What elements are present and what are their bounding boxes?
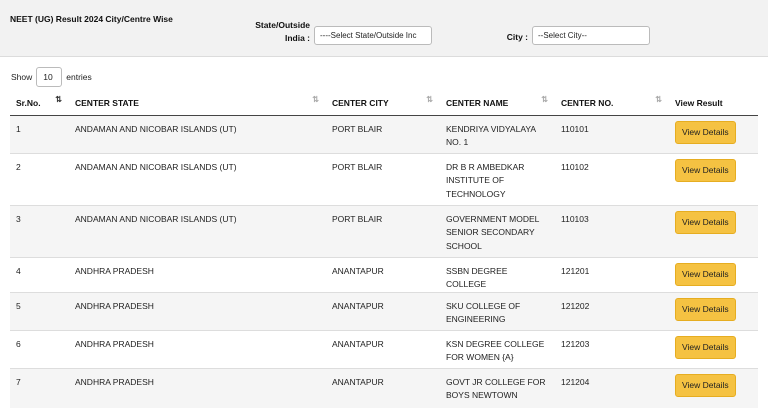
cell-center-name: DR B R AMBEDKAR INSTITUTE OF TECHNOLOGY [440, 152, 555, 205]
cell-sr-no: 7 [10, 367, 69, 408]
cell-view-result: View Details [669, 329, 758, 368]
view-details-button[interactable]: View Details [675, 158, 736, 182]
view-details-button[interactable]: View Details [675, 373, 736, 397]
cell-center-no: 110102 [555, 152, 669, 205]
cell-center-name: GOVT JR COLLEGE FOR BOYS NEWTOWN [440, 367, 555, 408]
entries-select[interactable]: 10 [36, 67, 63, 87]
cell-center-name: GOVERNMENT MODEL SENIOR SECONDARY SCHOOL [440, 204, 555, 257]
sort-icon: ⇅ [655, 95, 662, 104]
table-row: 6 ANDHRA PRADESH ANANTAPUR KSN DEGREE CO… [10, 329, 758, 368]
cell-center-city: ANANTAPUR [326, 367, 440, 408]
cell-view-result: View Details [669, 256, 758, 292]
table-row: 4 ANDHRA PRADESH ANANTAPUR SSBN DEGREE C… [10, 256, 758, 292]
cell-center-city: PORT BLAIR [326, 152, 440, 205]
cell-center-state: ANDAMAN AND NICOBAR ISLANDS (UT) [69, 114, 326, 153]
state-select[interactable]: ----Select State/Outside Inc [314, 26, 432, 45]
cell-center-no: 121202 [555, 291, 669, 330]
view-details-button[interactable]: View Details [675, 210, 736, 234]
cell-sr-no: 5 [10, 291, 69, 330]
view-details-button[interactable]: View Details [675, 262, 736, 286]
table-row: 5 ANDHRA PRADESH ANANTAPUR SKU COLLEGE O… [10, 291, 758, 330]
col-header-sr-no[interactable]: Sr.No. ⇅ [10, 91, 69, 116]
col-header-center-no[interactable]: CENTER NO. ⇅ [555, 91, 669, 116]
sort-icon: ⇅ [55, 95, 62, 104]
show-label: Show [11, 72, 33, 82]
view-details-button[interactable]: View Details [675, 297, 736, 321]
cell-sr-no: 3 [10, 204, 69, 257]
cell-center-state: ANDHRA PRADESH [69, 256, 326, 292]
cell-sr-no: 2 [10, 152, 69, 205]
cell-center-no: 110103 [555, 204, 669, 257]
cell-sr-no: 4 [10, 256, 69, 292]
table-row: 2 ANDAMAN AND NICOBAR ISLANDS (UT) PORT … [10, 152, 758, 205]
cell-center-city: PORT BLAIR [326, 204, 440, 257]
cell-center-no: 110101 [555, 114, 669, 153]
cell-center-no: 121201 [555, 256, 669, 292]
cell-view-result: View Details [669, 152, 758, 205]
table-header-row: Sr.No. ⇅ CENTER STATE ⇅ CENTER CITY ⇅ CENTE… [10, 91, 758, 116]
cell-center-city: ANANTAPUR [326, 329, 440, 368]
city-label: City : [506, 32, 528, 42]
col-header-center-state[interactable]: CENTER STATE ⇅ [69, 91, 326, 116]
cell-center-no: 121204 [555, 367, 669, 408]
sort-icon: ⇅ [426, 95, 433, 104]
state-label: State/Outside India : [240, 19, 310, 45]
cell-center-name: KENDRIYA VIDYALAYA NO. 1 [440, 114, 555, 153]
cell-center-state: ANDHRA PRADESH [69, 367, 326, 408]
cell-center-state: ANDHRA PRADESH [69, 291, 326, 330]
results-table: Sr.No. ⇅ CENTER STATE ⇅ CENTER CITY ⇅ CENTE… [10, 91, 758, 408]
cell-center-state: ANDAMAN AND NICOBAR ISLANDS (UT) [69, 152, 326, 205]
cell-center-city: PORT BLAIR [326, 114, 440, 153]
cell-center-no: 121203 [555, 329, 669, 368]
table-row: 7 ANDHRA PRADESH ANANTAPUR GOVT JR COLLE… [10, 367, 758, 408]
city-select[interactable]: --Select City-- [532, 26, 650, 45]
cell-center-name: SSBN DEGREE COLLEGE [440, 256, 555, 292]
cell-center-state: ANDHRA PRADESH [69, 329, 326, 368]
col-header-center-name[interactable]: CENTER NAME ⇅ [440, 91, 555, 116]
cell-view-result: View Details [669, 204, 758, 257]
entries-label: entries [66, 72, 92, 82]
sort-icon: ⇅ [541, 95, 548, 104]
filter-panel: NEET (UG) Result 2024 City/Centre Wise S… [0, 0, 768, 57]
cell-sr-no: 6 [10, 329, 69, 368]
cell-view-result: View Details [669, 291, 758, 330]
cell-sr-no: 1 [10, 114, 69, 153]
cell-view-result: View Details [669, 114, 758, 153]
state-label-line1: State/Outside [255, 20, 310, 30]
table-row: 1 ANDAMAN AND NICOBAR ISLANDS (UT) PORT … [10, 114, 758, 153]
cell-center-name: KSN DEGREE COLLEGE FOR WOMEN {A} [440, 329, 555, 368]
col-header-center-city[interactable]: CENTER CITY ⇅ [326, 91, 440, 116]
cell-center-state: ANDAMAN AND NICOBAR ISLANDS (UT) [69, 204, 326, 257]
cell-center-name: SKU COLLEGE OF ENGINEERING [440, 291, 555, 330]
cell-view-result: View Details [669, 367, 758, 408]
sort-icon: ⇅ [312, 95, 319, 104]
table-row: 3 ANDAMAN AND NICOBAR ISLANDS (UT) PORT … [10, 204, 758, 257]
state-label-line2: India : [284, 33, 310, 43]
page-title: NEET (UG) Result 2024 City/Centre Wise [10, 14, 173, 24]
cell-center-city: ANANTAPUR [326, 256, 440, 292]
view-details-button[interactable]: View Details [675, 120, 736, 144]
view-details-button[interactable]: View Details [675, 335, 736, 359]
cell-center-city: ANANTAPUR [326, 291, 440, 330]
col-header-view-result: View Result [669, 91, 758, 116]
entries-length-control: Show 10 entries [11, 67, 92, 87]
